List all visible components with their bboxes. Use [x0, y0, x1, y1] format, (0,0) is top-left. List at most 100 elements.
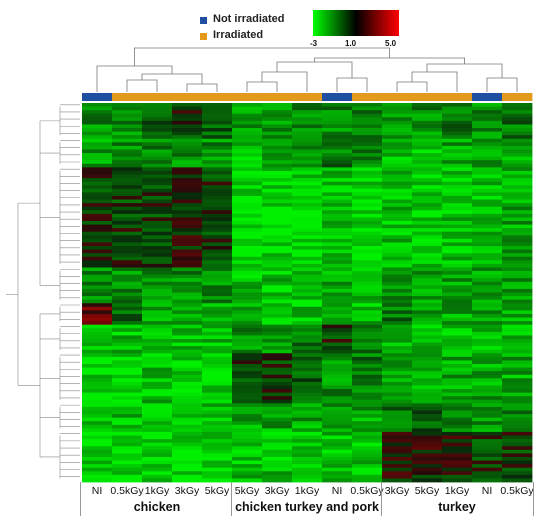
heatmap-cell: [382, 249, 413, 254]
heatmap-cell: [82, 428, 113, 433]
heatmap-cell: [382, 478, 413, 483]
heatmap-cell: [82, 385, 113, 390]
heatmap-cell: [262, 217, 293, 222]
heatmap-cell: [232, 256, 263, 261]
heatmap-cell: [292, 103, 323, 107]
heatmap-cell: [172, 263, 203, 268]
dendrogram-link: [336, 77, 368, 92]
heatmap-cell: [442, 439, 473, 444]
heatmap-cell: [262, 306, 293, 311]
heatmap-cell: [292, 142, 323, 147]
heatmap-cell: [142, 249, 173, 254]
heatmap-cell: [262, 346, 293, 351]
heatmap-cell: [142, 256, 173, 261]
heatmap-cell: [322, 231, 353, 236]
heatmap-cell: [232, 456, 263, 461]
heatmap-cell: [442, 424, 473, 429]
heatmap-cell: [292, 288, 323, 293]
heatmap-cell: [442, 170, 473, 175]
heatmap-cell: [352, 389, 383, 394]
heatmap-cell: [472, 181, 503, 186]
dendrogram-link: [276, 61, 353, 78]
heatmap-cell: [472, 145, 503, 150]
heatmap-cell: [82, 138, 113, 143]
heatmap-cell: [352, 403, 383, 408]
heatmap-cell: [262, 478, 293, 483]
heatmap-cell: [352, 288, 383, 293]
heatmap-cell: [502, 149, 533, 154]
heatmap-cell: [232, 128, 263, 133]
column-label: 3kGy: [174, 485, 200, 497]
heatmap-cell: [202, 321, 233, 326]
heatmap-cell: [352, 281, 383, 286]
heatmap-cell: [442, 381, 473, 386]
heatmap-cell: [142, 399, 173, 404]
heatmap-cell: [442, 371, 473, 376]
heatmap-cell: [352, 449, 383, 454]
heatmap-cell: [322, 324, 353, 329]
heatmap-cell: [112, 378, 143, 383]
heatmap-cell: [412, 249, 443, 254]
heatmap-cell: [112, 303, 143, 308]
frame-edge-left: [80, 482, 81, 516]
irradiation-bar-cell: [202, 93, 233, 101]
heatmap-cell: [82, 124, 113, 129]
heatmap-cell: [202, 281, 233, 286]
heatmap-cell: [442, 378, 473, 383]
heatmap-cell: [442, 281, 473, 286]
heatmap-cell: [202, 288, 233, 293]
heatmap-cell: [502, 167, 533, 172]
heatmap-cell: [472, 328, 503, 333]
heatmap-cell: [112, 238, 143, 243]
heatmap-cell: [262, 231, 293, 236]
heatmap-cell: [232, 174, 263, 179]
heatmap-cell: [262, 281, 293, 286]
heatmap-cell: [442, 242, 473, 247]
heatmap-cell: [412, 242, 443, 247]
heatmap-cell: [142, 228, 173, 233]
heatmap-cell: [232, 117, 263, 122]
heatmap-cell: [262, 256, 293, 261]
heatmap-cell: [322, 414, 353, 419]
heatmap-cell: [172, 299, 203, 304]
heatmap-cell: [502, 135, 533, 140]
heatmap-cell: [442, 449, 473, 454]
heatmap-cell: [172, 128, 203, 133]
heatmap-cell: [82, 342, 113, 347]
heatmap-cell: [172, 249, 203, 254]
heatmap-cell: [142, 156, 173, 161]
heatmap-cell: [442, 213, 473, 218]
heatmap-cell: [172, 281, 203, 286]
heatmap-cell: [112, 274, 143, 279]
heatmap-cell: [112, 381, 143, 386]
heatmap-cell: [172, 406, 203, 411]
heatmap-cell: [112, 156, 143, 161]
heatmap-cell: [112, 231, 143, 236]
heatmap-cell: [472, 356, 503, 361]
heatmap-cell: [262, 385, 293, 390]
heatmap-cell: [382, 231, 413, 236]
heatmap-cell: [322, 338, 353, 343]
heatmap-cell: [262, 120, 293, 125]
heatmap-cell: [112, 464, 143, 469]
heatmap-cell: [82, 374, 113, 379]
heatmap-cell: [412, 431, 443, 436]
heatmap-cell: [502, 396, 533, 401]
heatmap-cell: [262, 206, 293, 211]
heatmap-cell: [232, 163, 263, 168]
heatmap-cell: [142, 310, 173, 315]
heatmap-cell: [232, 145, 263, 150]
heatmap-cell: [382, 385, 413, 390]
heatmap-cell: [472, 274, 503, 279]
heatmap-cell: [322, 267, 353, 272]
heatmap-cell: [202, 335, 233, 340]
heatmap-cell: [322, 389, 353, 394]
heatmap-cell: [82, 263, 113, 268]
heatmap-cell: [292, 203, 323, 208]
heatmap-cell: [352, 170, 383, 175]
heatmap-cell: [442, 464, 473, 469]
heatmap-cell: [262, 199, 293, 204]
heatmap-cell: [112, 224, 143, 229]
heatmap-cell: [232, 442, 263, 447]
heatmap-cell: [82, 113, 113, 118]
